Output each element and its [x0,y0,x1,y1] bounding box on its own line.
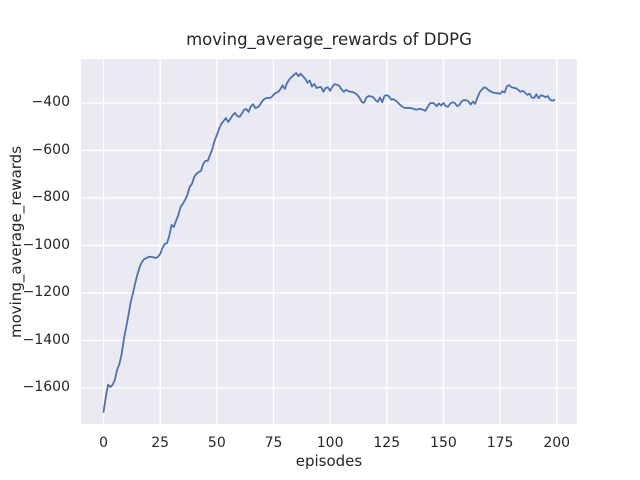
y-tick-label: −1000 [22,236,70,253]
x-tick-label: 125 [373,435,401,451]
series-line-moving_average_rewards [102,72,556,413]
x-tick-label: 100 [316,435,344,451]
x-tick-label: 25 [151,435,170,451]
y-tick-label: −600 [31,141,70,158]
x-tick-label: 50 [207,435,226,451]
x-tick-label: 75 [264,435,283,451]
chart-title: moving_average_rewards of DDPG [186,30,472,49]
y-tick-label: −1200 [22,284,70,301]
y-tick-label: −400 [31,94,70,111]
x-tick-label: 0 [99,435,108,451]
x-tick-label: 175 [486,435,514,451]
x-tick-label: 150 [430,435,457,451]
plot-area [81,59,577,424]
y-tick-label: −1600 [22,379,70,396]
x-tick-label: 200 [543,435,571,451]
y-tick-label: −1400 [22,331,70,348]
y-tick-label: −800 [31,189,70,206]
x-axis-label: episodes [295,452,363,470]
